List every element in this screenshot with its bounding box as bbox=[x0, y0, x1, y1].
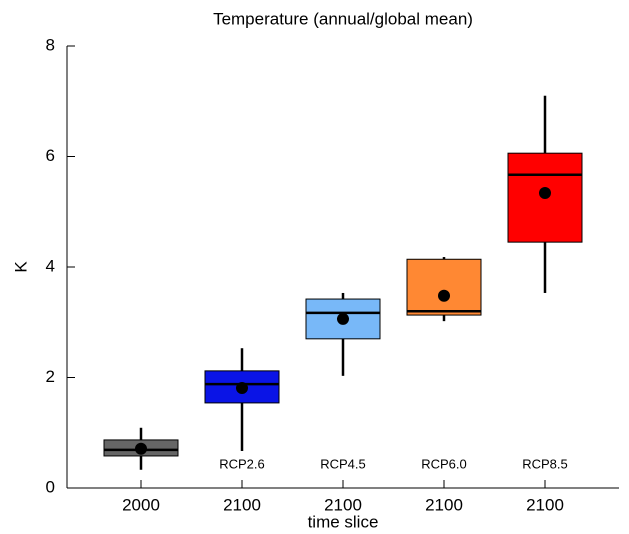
scenario-label: RCP6.0 bbox=[421, 456, 467, 471]
y-tick-label: 4 bbox=[46, 256, 55, 275]
mean bbox=[539, 186, 551, 199]
mean bbox=[135, 442, 147, 455]
x-tick-label: 2100 bbox=[324, 495, 362, 514]
mean bbox=[337, 312, 349, 325]
scenario-label: RCP8.5 bbox=[522, 456, 568, 471]
mean bbox=[236, 381, 248, 394]
chart-title: Temperature (annual/global mean) bbox=[213, 9, 473, 28]
x-tick-label: 2100 bbox=[223, 495, 261, 514]
x-tick-label: 2000 bbox=[122, 495, 160, 514]
scenario-label: RCP4.5 bbox=[320, 456, 366, 471]
x-axis-label: time slice bbox=[308, 512, 379, 531]
box bbox=[406, 258, 482, 316]
y-tick-label: 0 bbox=[46, 477, 55, 496]
scenario-label: RCP2.6 bbox=[219, 456, 265, 471]
y-tick-label: 8 bbox=[46, 35, 55, 54]
y-tick-label: 6 bbox=[46, 146, 55, 165]
x-tick-label: 2100 bbox=[526, 495, 564, 514]
x-tick-label: 2100 bbox=[425, 495, 463, 514]
y-axis-label: K bbox=[11, 261, 30, 273]
mean bbox=[438, 289, 450, 302]
y-tick-label: 2 bbox=[46, 367, 55, 386]
